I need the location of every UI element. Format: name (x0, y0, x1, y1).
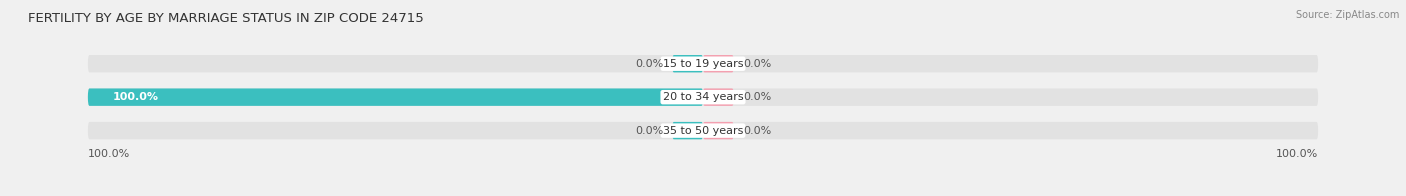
Text: 0.0%: 0.0% (634, 59, 664, 69)
Text: 100.0%: 100.0% (87, 149, 131, 159)
Text: 20 to 34 years: 20 to 34 years (662, 92, 744, 102)
FancyBboxPatch shape (87, 122, 1319, 139)
FancyBboxPatch shape (703, 88, 734, 106)
FancyBboxPatch shape (672, 122, 703, 139)
FancyBboxPatch shape (672, 55, 703, 72)
Text: 0.0%: 0.0% (742, 126, 772, 136)
Text: 0.0%: 0.0% (742, 92, 772, 102)
FancyBboxPatch shape (87, 88, 1319, 106)
FancyBboxPatch shape (703, 55, 734, 72)
Text: 100.0%: 100.0% (1275, 149, 1319, 159)
Text: 100.0%: 100.0% (112, 92, 159, 102)
FancyBboxPatch shape (703, 122, 734, 139)
Text: Source: ZipAtlas.com: Source: ZipAtlas.com (1295, 10, 1399, 20)
Text: 0.0%: 0.0% (742, 59, 772, 69)
Text: 35 to 50 years: 35 to 50 years (662, 126, 744, 136)
Text: FERTILITY BY AGE BY MARRIAGE STATUS IN ZIP CODE 24715: FERTILITY BY AGE BY MARRIAGE STATUS IN Z… (28, 12, 423, 25)
Text: 15 to 19 years: 15 to 19 years (662, 59, 744, 69)
Text: 0.0%: 0.0% (634, 126, 664, 136)
FancyBboxPatch shape (87, 55, 1319, 72)
FancyBboxPatch shape (87, 88, 703, 106)
